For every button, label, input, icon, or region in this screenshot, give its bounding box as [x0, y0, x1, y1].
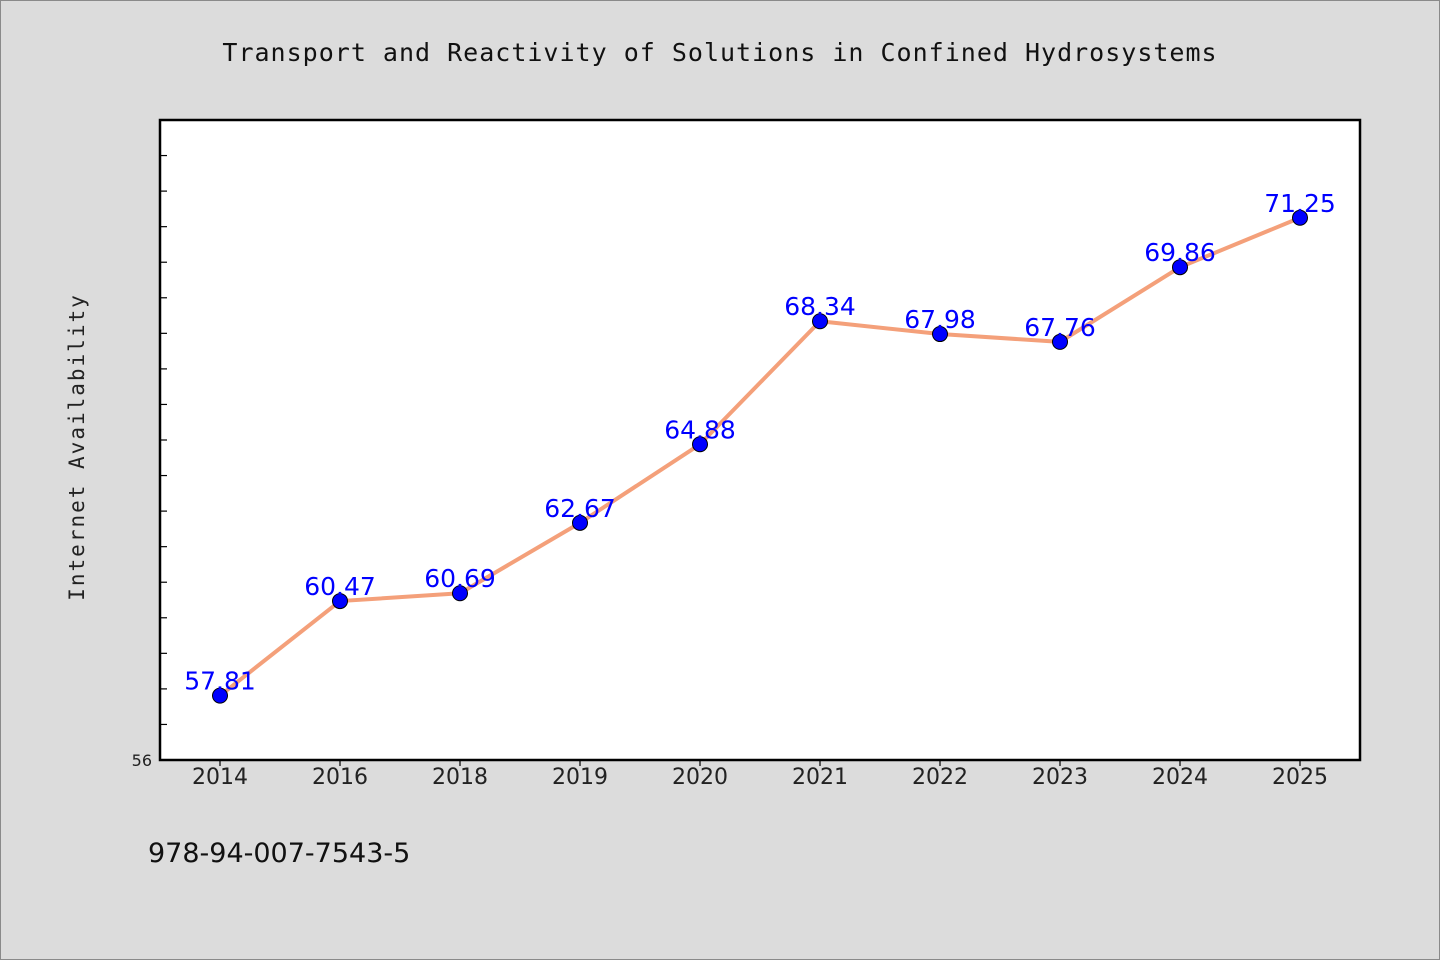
data-label: 68.34 — [784, 292, 856, 321]
y-axis-ticks — [160, 154, 167, 726]
x-tick-label: 2025 — [1272, 765, 1328, 790]
x-axis-ticks — [219, 760, 1301, 766]
y-tick-label-min: 56 — [132, 751, 152, 770]
chart-title: Transport and Reactivity of Solutions in… — [222, 38, 1217, 67]
data-label: 64.88 — [664, 415, 736, 444]
series-line — [218, 215, 1301, 698]
x-tick-label: 2016 — [312, 765, 368, 790]
data-labels: 57.81 60.47 60.69 62.67 64.88 68.34 67.98 67.76… — [184, 189, 1336, 696]
y-axis-label: Internet Availability — [65, 293, 89, 601]
data-point — [572, 514, 588, 531]
x-axis-tick-labels: 2014 2016 2018 2019 2020 2021 2022 2023 2024 2025 — [192, 765, 1328, 790]
data-label: 57.81 — [184, 667, 256, 696]
data-point — [812, 313, 828, 330]
data-label: 67.98 — [904, 305, 976, 334]
data-point — [1292, 209, 1308, 226]
data-point — [1052, 333, 1068, 350]
x-tick-label: 2018 — [432, 765, 488, 790]
data-point — [932, 326, 948, 343]
data-label: 60.69 — [424, 564, 496, 593]
plot-area — [158, 118, 1362, 762]
x-tick-label: 2024 — [1152, 765, 1208, 790]
x-tick-label: 2021 — [792, 765, 848, 790]
data-point — [332, 593, 348, 610]
data-point — [452, 585, 468, 602]
x-tick-label: 2019 — [552, 765, 608, 790]
x-tick-label: 2014 — [192, 765, 248, 790]
data-label: 62.67 — [544, 494, 616, 523]
isbn-text: 978-94-007-7543-5 — [148, 838, 410, 869]
x-tick-label: 2023 — [1032, 765, 1088, 790]
data-point — [692, 436, 708, 453]
data-point — [212, 687, 228, 704]
data-label: 69.86 — [1144, 238, 1216, 267]
data-label: 60.47 — [304, 572, 376, 601]
data-label: 67.76 — [1024, 313, 1096, 342]
series-markers — [212, 209, 1308, 704]
data-label: 71.25 — [1264, 189, 1336, 218]
x-tick-label: 2020 — [672, 765, 728, 790]
x-tick-label: 2022 — [912, 765, 968, 790]
data-point — [1172, 259, 1188, 276]
